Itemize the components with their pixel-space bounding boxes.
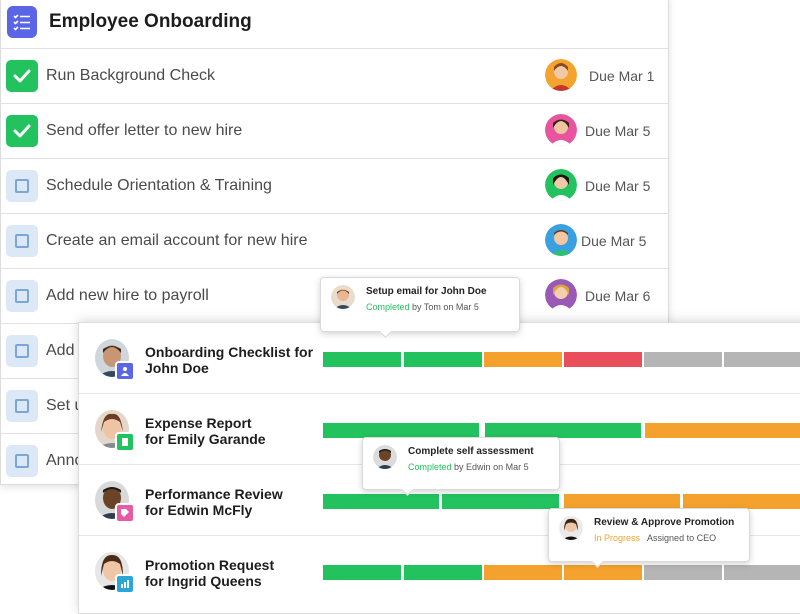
assignee-avatar (545, 114, 577, 146)
tooltip-status-line: Completed by Edwin on Mar 5 (408, 462, 529, 472)
task-row[interactable]: Anno (1, 434, 668, 488)
progress-segment-green[interactable] (404, 565, 482, 580)
progress-segment-gray[interactable] (724, 565, 800, 580)
progress-segment-green[interactable] (323, 352, 401, 367)
task-checkbox[interactable] (6, 335, 38, 367)
tooltip-title: Complete self assessment (408, 446, 534, 457)
tooltip-status: In Progress (594, 533, 641, 543)
checklist-header: Employee Onboarding (1, 0, 668, 49)
assignee-avatar (545, 224, 577, 256)
tooltip-status: Completed (366, 302, 410, 312)
task-checkbox[interactable] (6, 280, 38, 312)
task-label: Add new hire to payroll (46, 287, 209, 304)
task-checkbox[interactable] (6, 170, 38, 202)
task-label: Add (46, 342, 75, 359)
progress-segment-orange[interactable] (645, 423, 800, 438)
step-tooltip: Setup email for John Doe Completed by To… (320, 277, 520, 338)
due-date: Due Mar 6 (585, 288, 651, 304)
tag-icon (115, 503, 135, 523)
task-checkbox[interactable] (6, 225, 38, 257)
task-label: Schedule Orientation & Training (46, 177, 272, 194)
checklist-title: Employee Onboarding (49, 11, 252, 32)
task-row[interactable]: Send offer letter to new hire Due Mar 5 (1, 104, 668, 159)
progress-segment-gray[interactable] (644, 565, 722, 580)
tooltip-title: Setup email for John Doe (366, 286, 487, 297)
progress-segment-green[interactable] (404, 352, 482, 367)
user-icon (115, 361, 135, 381)
progress-segment-green[interactable] (323, 423, 479, 438)
progress-segment-red[interactable] (564, 352, 642, 367)
task-label: Create an email account for new hire (46, 232, 308, 249)
progress-segment-green[interactable] (323, 565, 401, 580)
task-checkbox[interactable] (6, 445, 38, 477)
progress-segment-orange[interactable] (564, 565, 642, 580)
due-date: Due Mar 1 (589, 68, 655, 84)
tooltip-detail: by Edwin on Mar 5 (454, 462, 529, 472)
workflow-row[interactable]: Performance Review for Edwin McFly (79, 465, 800, 536)
progress-segment-gray[interactable] (724, 352, 800, 367)
tooltip-detail: Assigned to CEO (647, 533, 717, 543)
task-row[interactable]: Schedule Orientation & Training Due Mar … (1, 159, 668, 214)
tooltip-avatar (331, 285, 355, 309)
progress-segment-orange[interactable] (564, 494, 680, 509)
task-row[interactable]: Run Background Check Due Mar 1 (1, 49, 668, 104)
progress-segment-gray[interactable] (644, 352, 722, 367)
progress-segment-green[interactable] (485, 423, 641, 438)
tooltip-avatar (559, 516, 583, 540)
progress-segment-orange[interactable] (484, 565, 562, 580)
workflow-title: Performance Review for Edwin McFly (145, 486, 283, 518)
step-tooltip: Review & Approve Promotion In Progress A… (548, 508, 750, 568)
chart-icon (115, 574, 135, 594)
task-row[interactable]: Create an email account for new hire Due… (1, 214, 668, 269)
task-label: Set u (46, 397, 84, 414)
task-label: Run Background Check (46, 67, 215, 84)
tooltip-avatar (373, 445, 397, 469)
task-checkbox-checked[interactable] (6, 115, 38, 147)
workflow-row[interactable]: Promotion Request for Ingrid Queens (79, 536, 800, 606)
tooltip-status-line: Completed by Tom on Mar 5 (366, 302, 479, 312)
document-icon (115, 432, 135, 452)
task-checkbox-checked[interactable] (6, 60, 38, 92)
task-checkbox[interactable] (6, 390, 38, 422)
assignee-avatar (545, 59, 577, 91)
workflow-title: Onboarding Checklist for John Doe (145, 344, 314, 376)
due-date: Due Mar 5 (581, 233, 647, 249)
step-tooltip: Complete self assessment Completed by Ed… (362, 437, 560, 496)
checklist-icon (7, 6, 37, 38)
tooltip-detail: by Tom on Mar 5 (412, 302, 479, 312)
tooltip-status-line: In Progress Assigned to CEO (594, 533, 716, 543)
due-date: Due Mar 5 (585, 178, 651, 194)
progress-segment-green[interactable] (323, 494, 439, 509)
assignee-avatar (545, 279, 577, 311)
assignee-avatar (545, 169, 577, 201)
workflow-row[interactable]: Onboarding Checklist for John Doe (79, 323, 800, 394)
due-date: Due Mar 5 (585, 123, 651, 139)
tooltip-title: Review & Approve Promotion (594, 517, 735, 528)
progress-segment-orange[interactable] (484, 352, 562, 367)
workflow-title: Promotion Request for Ingrid Queens (145, 557, 275, 589)
task-label: Send offer letter to new hire (46, 122, 243, 139)
task-label: Anno (46, 452, 84, 469)
progress-segment-orange[interactable] (683, 494, 800, 509)
tooltip-status: Completed (408, 462, 452, 472)
progress-segment-green[interactable] (442, 494, 559, 509)
workflow-title: Expense Report for Emily Garande (145, 415, 266, 447)
